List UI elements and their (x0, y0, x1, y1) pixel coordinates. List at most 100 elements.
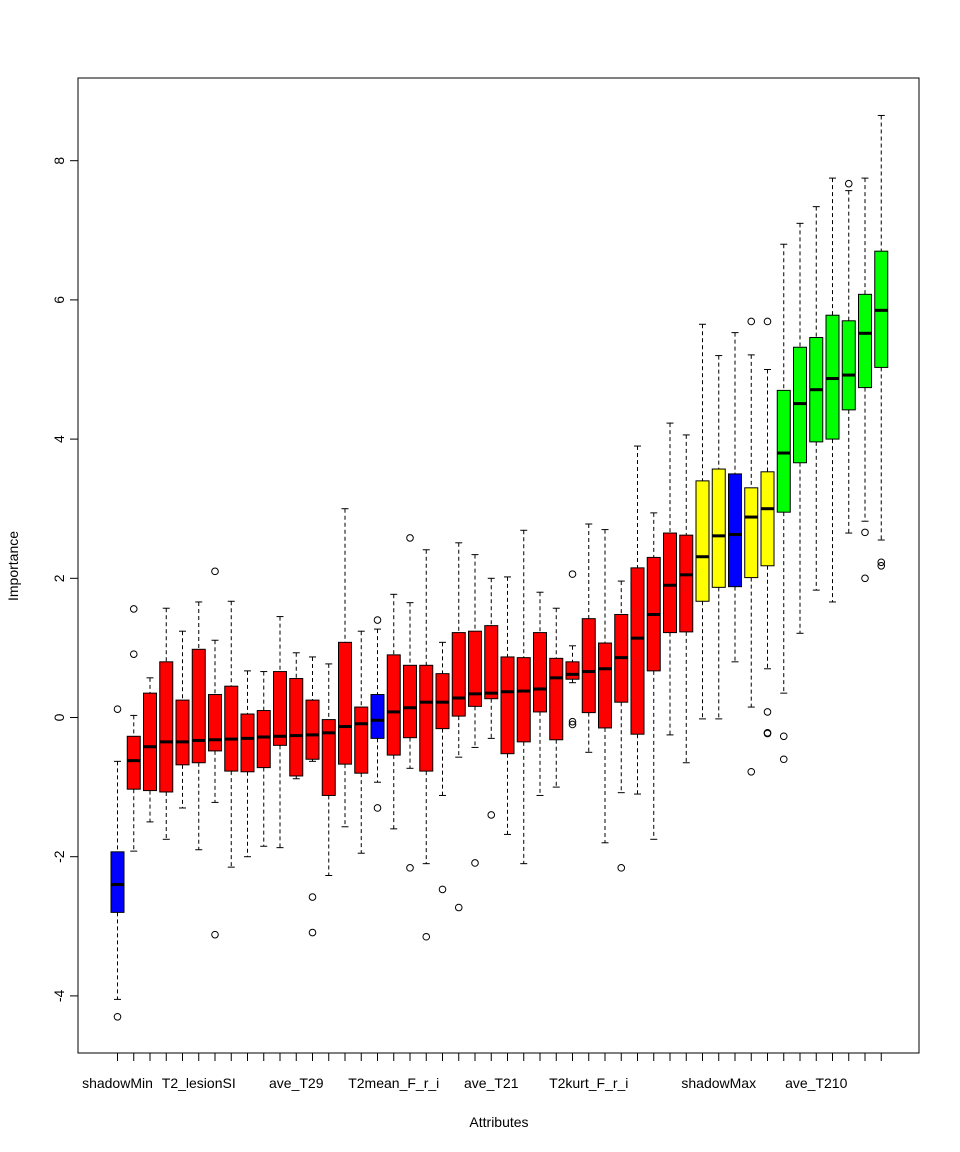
box-rect (419, 664, 434, 772)
y-axis: -4 -2 0 2 4 6 8 (51, 157, 79, 1002)
box-26 (516, 529, 531, 865)
box-7 (208, 567, 222, 939)
box-16 (354, 630, 369, 854)
box-rect (679, 534, 694, 633)
box-2 (126, 605, 141, 852)
box-6 (191, 601, 206, 851)
box-rect (858, 293, 872, 389)
y-tick-label: 0 (51, 713, 67, 721)
box-32 (614, 580, 629, 872)
y-tick-label: 6 (51, 296, 67, 304)
box-rect (208, 694, 222, 752)
y-tick-label: 8 (51, 157, 67, 165)
outlier-point (747, 767, 756, 776)
box-15 (338, 508, 352, 828)
box-19 (403, 534, 417, 872)
boxes-group (110, 114, 889, 1021)
box-rect (386, 654, 401, 756)
outlier-point (422, 932, 431, 941)
box-40 (744, 317, 759, 776)
box-rect (728, 473, 742, 588)
box-rect (370, 694, 385, 739)
outlier-point (763, 708, 772, 716)
box-rect (581, 618, 596, 714)
y-tick-label: 4 (51, 435, 67, 443)
outlier-point (454, 903, 463, 912)
box-33 (630, 445, 645, 795)
x-tick-label: shadowMax (681, 1075, 756, 1091)
box-9 (240, 670, 255, 858)
box-39 (728, 332, 742, 663)
box-rect (321, 719, 336, 796)
outlier-point (406, 534, 414, 542)
outlier-point (568, 717, 577, 726)
box-46 (841, 179, 856, 534)
outlier-point (763, 317, 772, 326)
y-tick-label: -4 (51, 989, 67, 1002)
box-31 (598, 529, 612, 844)
outlier-point (747, 317, 756, 326)
box-1 (110, 705, 125, 1021)
box-21 (435, 641, 450, 894)
outlier-point (568, 720, 577, 729)
box-rect (841, 320, 856, 411)
box-rect (484, 625, 499, 700)
box-rect (256, 710, 271, 769)
box-rect (110, 851, 125, 913)
y-tick-label: 2 (51, 574, 67, 582)
x-tick-label: T2kurt_F_r_i (549, 1075, 628, 1091)
box-rect (240, 713, 255, 773)
outlier-point (308, 928, 317, 937)
box-48 (874, 114, 889, 570)
outlier-point (861, 528, 869, 537)
outlier-point (211, 567, 219, 576)
box-41 (760, 317, 775, 738)
box-43 (793, 222, 807, 634)
box-rect (711, 468, 726, 588)
outlier-point (861, 574, 869, 583)
box-rect (516, 657, 531, 743)
box-35 (663, 422, 677, 736)
outlier-point (438, 885, 447, 894)
box-rect (224, 685, 239, 772)
box-25 (500, 576, 515, 835)
box-rect (744, 487, 759, 579)
outlier-point (308, 893, 317, 901)
outlier-point (779, 732, 788, 741)
box-18 (386, 593, 401, 830)
box-23 (468, 554, 482, 867)
outlier-point (487, 811, 496, 819)
box-34 (646, 512, 661, 840)
outlier-point (113, 1012, 122, 1021)
outlier-point (844, 179, 853, 188)
x-tick-label: T2_lesionSI (162, 1075, 236, 1091)
box-30 (581, 523, 596, 753)
box-42 (776, 243, 791, 764)
x-tick-label: ave_T210 (785, 1075, 847, 1091)
box-45 (825, 177, 840, 603)
box-20 (419, 549, 434, 941)
box-37 (695, 323, 710, 720)
x-tick-label: ave_T21 (464, 1075, 519, 1091)
box-10 (256, 671, 271, 847)
box-36 (679, 434, 694, 764)
box-rect (630, 567, 645, 735)
box-rect (760, 471, 775, 567)
box-28 (549, 607, 564, 788)
outlier-point (129, 650, 138, 658)
x-tick-label: T2mean_F_r_i (348, 1075, 439, 1091)
box-rect (533, 632, 547, 713)
outlier-point (373, 804, 382, 812)
box-rect (695, 480, 710, 602)
y-axis-title: Importance (5, 531, 21, 601)
box-rect (451, 632, 466, 717)
box-24 (484, 577, 499, 819)
x-axis: shadowMin T2_lesionSI ave_T29 T2mean_F_r_i a… (82, 1052, 882, 1091)
outlier-point (113, 705, 122, 713)
box-rect (468, 630, 482, 707)
x-tick-label: ave_T29 (269, 1075, 324, 1091)
outlier-point (211, 930, 219, 939)
box-rect (273, 671, 287, 746)
